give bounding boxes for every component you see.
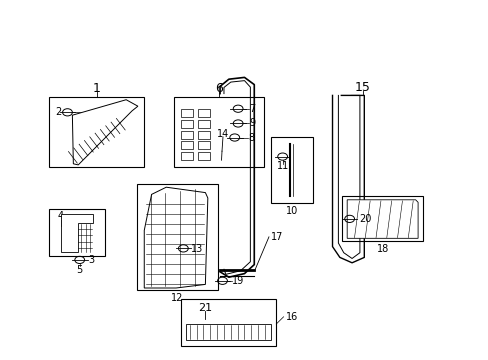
Polygon shape: [185, 324, 271, 340]
Text: 4: 4: [58, 211, 64, 221]
Text: 5: 5: [77, 265, 82, 275]
Bar: [181, 131, 193, 139]
Bar: [271, 137, 312, 203]
Text: 2: 2: [55, 107, 61, 117]
Text: 15: 15: [354, 81, 370, 94]
Bar: [342, 196, 422, 241]
Text: 12: 12: [171, 293, 183, 303]
Text: 19: 19: [231, 276, 244, 286]
Bar: [181, 141, 193, 149]
Text: 18: 18: [376, 244, 388, 254]
Text: 9: 9: [249, 118, 255, 129]
Polygon shape: [61, 214, 93, 252]
Polygon shape: [72, 100, 138, 165]
Bar: [173, 97, 264, 167]
Text: 3: 3: [88, 255, 94, 265]
Polygon shape: [346, 200, 417, 238]
Text: 10: 10: [285, 206, 298, 216]
Text: 6: 6: [214, 82, 223, 95]
Text: 20: 20: [359, 214, 371, 224]
Text: 8: 8: [248, 132, 254, 143]
Text: 16: 16: [285, 312, 298, 322]
Text: 1: 1: [92, 82, 101, 95]
Bar: [198, 141, 210, 149]
Text: 7: 7: [249, 104, 255, 114]
Bar: [49, 209, 105, 256]
Polygon shape: [144, 187, 207, 288]
Text: 11: 11: [276, 161, 288, 171]
Bar: [181, 152, 193, 160]
Bar: [198, 131, 210, 139]
Bar: [137, 184, 217, 290]
Bar: [181, 120, 193, 128]
Bar: [181, 109, 193, 117]
Text: 21: 21: [198, 303, 212, 313]
Text: 17: 17: [271, 232, 283, 242]
Bar: [198, 120, 210, 128]
Bar: [49, 97, 144, 167]
Text: 13: 13: [190, 244, 203, 254]
Bar: [198, 109, 210, 117]
Bar: [198, 152, 210, 160]
Bar: [181, 299, 276, 346]
Text: 14: 14: [216, 129, 229, 139]
